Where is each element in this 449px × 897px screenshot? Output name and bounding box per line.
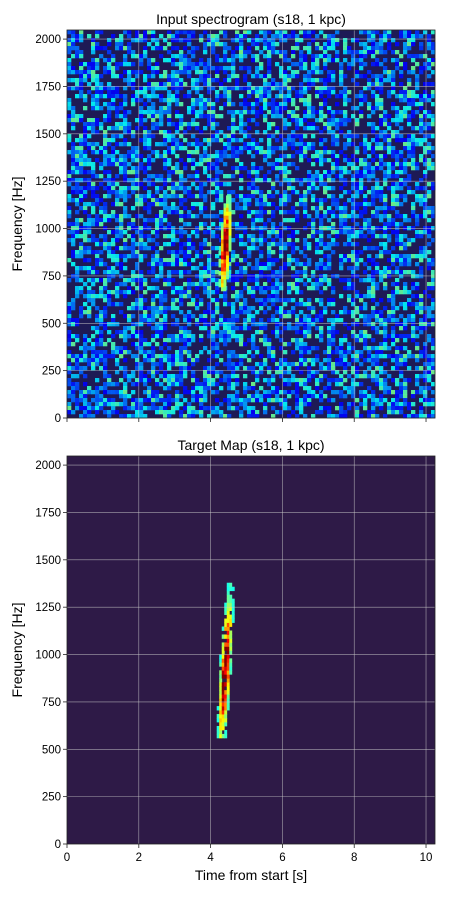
panel1-y-axis: 0 250 500 750 1000 1250 1500 1750 2000 [35, 34, 67, 425]
y-tick-label: 750 [42, 271, 61, 283]
y-tick-label: 250 [42, 366, 61, 378]
y-tick-label: 0 [55, 413, 61, 425]
y-tick-label: 1500 [35, 129, 61, 141]
y-tick-label: 1250 [35, 602, 61, 614]
heatmap-signal [218, 195, 232, 292]
panel2-y-axis: 0 250 500 750 1000 1250 1500 1750 2000 [35, 460, 67, 851]
heatmap-noise [67, 30, 436, 419]
y-tick-label: 1000 [35, 650, 61, 662]
y-tick-label: 500 [42, 318, 61, 330]
x-tick-label: 6 [279, 852, 285, 864]
y-tick-label: 1000 [35, 224, 61, 236]
panel2-frame [66, 455, 436, 845]
panel1-title: Input spectrogram (s18, 1 kpc) [156, 11, 346, 27]
panel2-ylabel: Frequency [Hz] [9, 603, 25, 698]
y-tick-label: 2000 [35, 34, 61, 46]
panel-target-map: Target Map (s18, 1 kpc) 0 250 500 750 1000 12… [9, 437, 436, 883]
panel2-grid [67, 456, 435, 844]
x-tick-label: 4 [207, 852, 214, 864]
x-tick-label: 8 [351, 852, 357, 864]
y-tick-label: 1750 [35, 507, 61, 519]
panel2-x-axis: 0 2 4 6 8 10 [64, 844, 433, 864]
y-tick-label: 0 [55, 839, 61, 851]
y-tick-label: 250 [42, 792, 61, 804]
y-tick-label: 1500 [35, 555, 61, 567]
y-tick-label: 750 [42, 697, 61, 709]
panel1-plot-area [67, 30, 436, 419]
y-tick-label: 1750 [35, 81, 61, 93]
y-tick-label: 1250 [35, 176, 61, 188]
heatmap-background [67, 456, 435, 844]
x-tick-label: 2 [136, 852, 142, 864]
y-tick-label: 2000 [35, 460, 61, 472]
panel2-xlabel: Time from start [s] [195, 867, 307, 883]
panel1-grid [67, 30, 435, 418]
panel2-title: Target Map (s18, 1 kpc) [177, 437, 324, 453]
y-tick-label: 500 [42, 744, 61, 756]
panel1-ylabel: Frequency [Hz] [9, 177, 25, 272]
panel-input-spectrogram: Input spectrogram (s18, 1 kpc) 0 250 500 75… [9, 11, 436, 425]
heatmap-signal [216, 582, 235, 739]
panel2-plot-area [67, 456, 435, 844]
x-tick-label: 0 [64, 852, 70, 864]
panel1-frame [66, 29, 436, 419]
panel1-x-axis [66, 418, 427, 422]
x-tick-label: 10 [420, 852, 433, 864]
